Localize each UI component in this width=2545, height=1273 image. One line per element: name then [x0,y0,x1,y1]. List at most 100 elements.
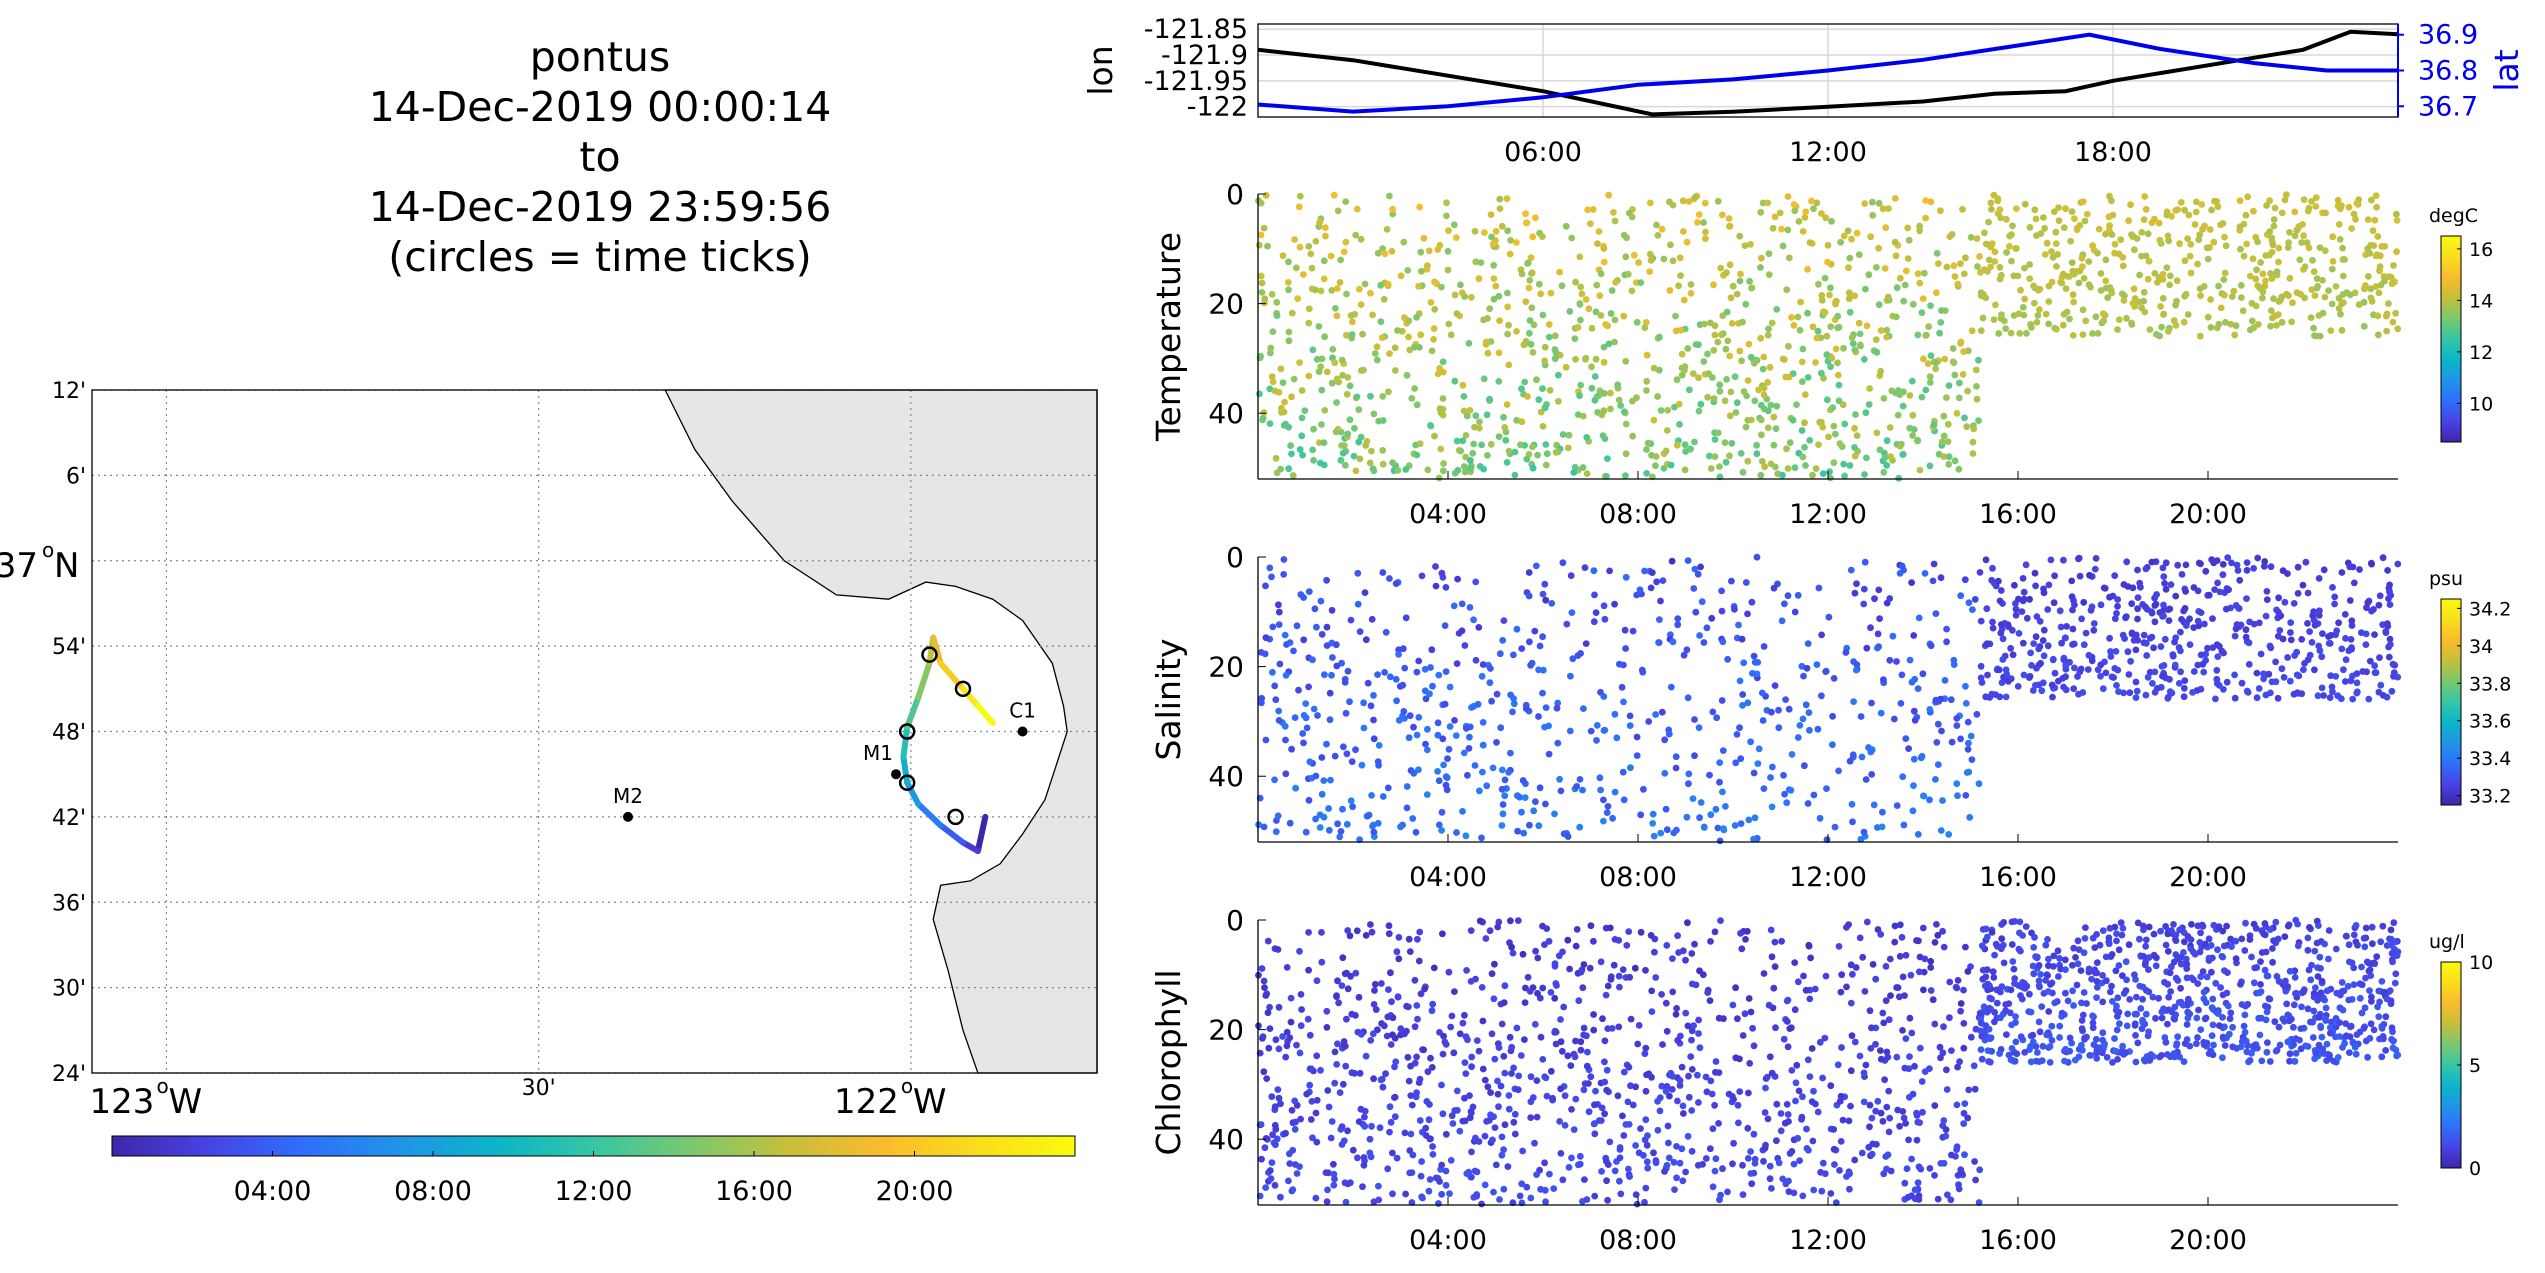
data-point [1678,371,1686,379]
data-point [2073,226,2081,234]
data-point [1582,296,1590,303]
data-point [1435,1200,1442,1207]
data-point [1718,697,1726,704]
data-point [1310,705,1318,713]
data-point [1439,368,1447,376]
data-point [1387,969,1394,977]
data-point [1718,587,1725,595]
data-point [1258,279,1266,287]
data-point [2146,1057,2154,1064]
data-point [1760,643,1768,650]
data-point [1325,805,1332,812]
data-point [1726,222,1734,230]
data-point [1451,469,1459,477]
data-point [1814,725,1822,733]
data-point [2329,233,2337,241]
data-point [2329,258,2337,265]
data-point [2344,982,2352,990]
data-point [2221,1042,2229,1049]
data-point [1719,638,1727,646]
data-point [1346,932,1354,940]
data-point [1709,708,1717,716]
data-point [1665,1139,1672,1147]
data-point [1663,826,1671,834]
data-point [1572,278,1579,286]
data-point [2096,941,2104,949]
data-point [1855,319,1863,327]
data-point [1370,410,1378,418]
data-point [2215,1022,2223,1029]
data-point [1600,343,1608,351]
data-point [1626,712,1634,720]
data-point [2099,998,2107,1006]
data-point [1561,1092,1569,1100]
data-point [1627,1082,1634,1090]
data-point [1895,993,1903,1001]
data-point [1435,777,1443,785]
data-point [2103,977,2110,985]
data-point [2105,934,2113,942]
title-end-time: 14-Dec-2019 23:59:56 [368,183,832,231]
data-point [1799,715,1807,723]
data-point [1685,770,1693,778]
data-point [1373,356,1381,364]
data-point [2036,1028,2044,1036]
x-tick-label: 12:00 [1789,499,1867,530]
data-point [1535,280,1543,288]
x-tick-label: 16:00 [1979,1225,2057,1256]
data-point [1915,614,1923,622]
data-point [1707,811,1715,819]
data-point [1628,213,1636,221]
data-point [1445,968,1453,976]
data-point [2316,1013,2323,1021]
data-point [1790,321,1798,329]
data-point [1794,313,1802,321]
data-point [1909,300,1917,308]
data-point [1999,635,2007,643]
data-point [2278,318,2286,326]
data-point [1491,960,1498,968]
data-point [1257,352,1264,360]
data-point [1291,1161,1299,1168]
data-point [1697,799,1705,806]
data-point [1983,933,1991,941]
data-point [1609,814,1616,822]
data-point [1450,602,1458,610]
data-point [1462,453,1469,461]
data-point [1529,464,1537,472]
data-point [1591,1101,1598,1109]
data-point [1866,385,1873,392]
data-point [2340,987,2348,995]
data-point [2353,1031,2361,1038]
data-point [2082,317,2090,325]
data-point [1320,257,1328,265]
data-point [2326,1024,2334,1031]
data-point [1498,1133,1506,1141]
data-point [2270,216,2278,223]
data-point [1508,1043,1516,1051]
data-point [2383,693,2391,701]
data-point [1257,199,1265,207]
data-point [1673,1174,1680,1182]
data-point [2174,1033,2182,1041]
data-point [2278,209,2286,217]
data-point [1581,564,1589,571]
data-point [1457,281,1464,289]
data-point [1264,1009,1272,1017]
data-point [2002,666,2010,674]
data-point [2055,973,2062,980]
data-point [2364,1053,2372,1061]
data-point [1856,934,1864,942]
data-point [1730,1139,1737,1147]
data-point [1724,655,1731,663]
data-point [1821,309,1829,316]
data-point [1718,211,1726,219]
data-point [2112,967,2120,975]
data-point [1770,441,1778,449]
data-point [1844,227,1852,235]
data-point [2342,656,2350,664]
data-point [2192,198,2200,206]
data-point [2226,1015,2234,1023]
data-point [1342,1062,1350,1070]
data-point [2100,317,2108,325]
